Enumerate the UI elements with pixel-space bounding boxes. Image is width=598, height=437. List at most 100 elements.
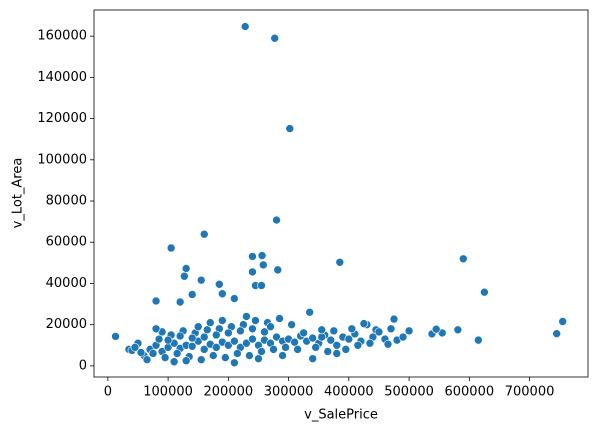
point bbox=[335, 257, 345, 267]
point bbox=[205, 318, 215, 327]
point bbox=[474, 335, 483, 345]
point bbox=[347, 324, 357, 334]
point bbox=[163, 335, 173, 345]
point bbox=[552, 329, 561, 338]
point bbox=[558, 317, 567, 326]
point bbox=[359, 319, 369, 328]
point bbox=[215, 279, 224, 289]
point bbox=[193, 322, 203, 332]
point bbox=[389, 314, 399, 324]
point bbox=[251, 316, 260, 325]
point bbox=[332, 349, 342, 358]
point bbox=[398, 332, 408, 342]
point bbox=[281, 343, 290, 352]
point bbox=[196, 355, 206, 364]
point bbox=[151, 296, 161, 306]
y-tick-label: 40000 bbox=[46, 276, 87, 291]
point bbox=[230, 336, 239, 346]
point bbox=[254, 354, 263, 363]
point bbox=[317, 325, 327, 335]
point bbox=[353, 340, 363, 350]
point bbox=[272, 332, 281, 342]
point bbox=[248, 252, 257, 261]
point bbox=[187, 333, 197, 343]
plot-frame bbox=[93, 9, 589, 378]
point bbox=[187, 290, 197, 299]
x-tick-label: 300000 bbox=[264, 385, 314, 400]
point bbox=[275, 314, 284, 323]
point bbox=[236, 326, 245, 336]
point bbox=[257, 251, 267, 260]
point bbox=[248, 324, 257, 334]
point bbox=[299, 328, 308, 338]
y-tick-label: 120000 bbox=[37, 111, 87, 126]
x-tick-label: 600000 bbox=[444, 385, 494, 400]
point bbox=[344, 334, 354, 344]
y-tick-label: 60000 bbox=[46, 235, 87, 250]
point bbox=[329, 326, 339, 336]
point bbox=[266, 322, 275, 332]
point bbox=[453, 325, 463, 335]
x-tick-label: 700000 bbox=[505, 385, 555, 400]
point bbox=[175, 297, 185, 307]
y-tick-label: 80000 bbox=[46, 194, 87, 209]
point bbox=[230, 358, 239, 368]
point bbox=[248, 267, 257, 277]
point bbox=[240, 22, 250, 31]
x-tick-label: 400000 bbox=[324, 385, 374, 400]
point bbox=[151, 324, 161, 334]
point bbox=[148, 349, 158, 358]
y-axis-label: v_Lot_Area bbox=[11, 158, 26, 229]
point bbox=[269, 345, 278, 354]
point bbox=[169, 357, 179, 367]
y-tick-label: 160000 bbox=[37, 29, 87, 44]
point bbox=[374, 327, 384, 337]
point bbox=[404, 326, 414, 336]
point bbox=[308, 333, 317, 343]
point bbox=[248, 334, 257, 344]
y-tick-label: 100000 bbox=[37, 152, 87, 167]
point bbox=[166, 243, 176, 253]
point bbox=[208, 351, 218, 360]
point bbox=[230, 294, 239, 303]
point bbox=[175, 331, 185, 341]
point bbox=[480, 287, 489, 297]
point bbox=[308, 354, 317, 363]
point bbox=[160, 353, 170, 362]
point bbox=[136, 348, 146, 357]
point bbox=[221, 353, 230, 362]
point bbox=[273, 265, 283, 275]
point bbox=[258, 260, 268, 270]
point bbox=[233, 349, 242, 358]
point bbox=[181, 356, 191, 366]
point bbox=[242, 338, 251, 348]
point bbox=[181, 264, 191, 273]
point bbox=[199, 345, 209, 354]
point bbox=[224, 328, 233, 338]
point bbox=[211, 330, 221, 340]
point bbox=[323, 347, 333, 356]
point bbox=[218, 316, 227, 325]
x-tick-label: 200000 bbox=[204, 385, 254, 400]
point bbox=[365, 338, 375, 348]
point bbox=[386, 324, 396, 334]
point bbox=[199, 229, 209, 239]
point bbox=[211, 343, 221, 352]
point bbox=[202, 325, 212, 335]
point bbox=[431, 324, 441, 334]
point bbox=[154, 334, 164, 344]
point bbox=[270, 33, 280, 43]
point bbox=[290, 337, 299, 347]
point bbox=[130, 343, 140, 352]
point bbox=[196, 275, 206, 285]
point bbox=[199, 332, 209, 342]
point bbox=[142, 355, 152, 364]
point bbox=[458, 254, 468, 264]
y-tick-label: 0 bbox=[79, 358, 87, 373]
point bbox=[326, 335, 336, 345]
point bbox=[305, 307, 314, 317]
point bbox=[332, 340, 342, 350]
x-tick-label: 0 bbox=[104, 385, 112, 400]
point bbox=[245, 351, 254, 360]
